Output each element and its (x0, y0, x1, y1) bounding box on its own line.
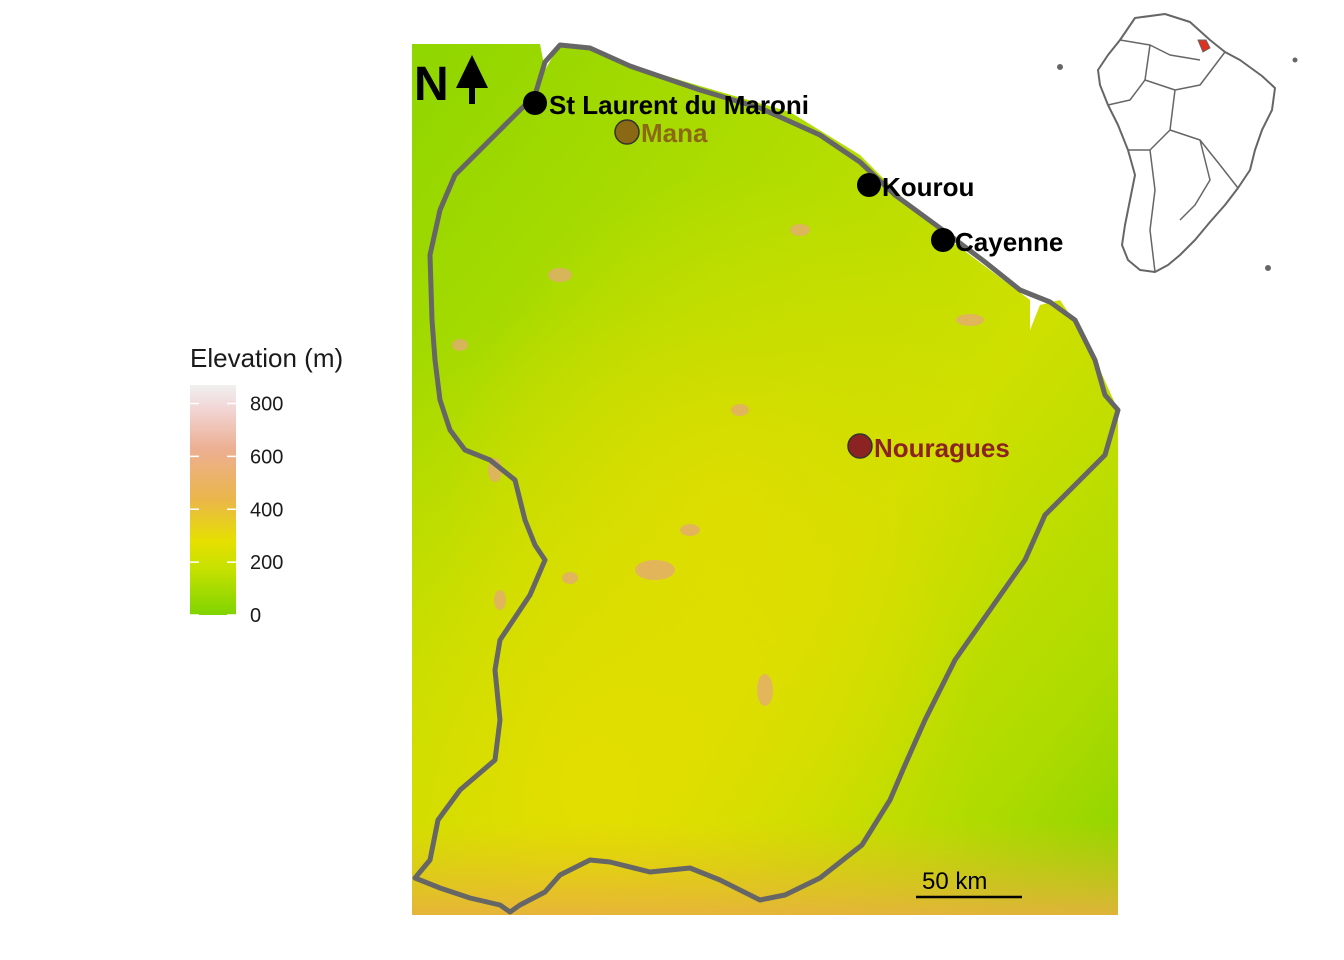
legend-colorbar (190, 385, 236, 615)
marker-st-laurent (523, 91, 547, 115)
legend-tick-label: 0 (250, 605, 261, 627)
marker-nouragues (847, 433, 873, 459)
legend-tick-label: 400 (250, 499, 283, 521)
label-mana: Mana (641, 118, 708, 148)
legend-title: Elevation (m) (190, 343, 343, 373)
marker-kourou (857, 173, 881, 197)
scale-bar: 50 km (916, 868, 1022, 899)
elevation-raster (412, 44, 1118, 915)
inset-island-1 (1057, 64, 1063, 70)
legend-tick-label: 800 (250, 394, 283, 416)
marker-cayenne (931, 228, 955, 252)
territory-border (412, 42, 1121, 915)
north-label: N (414, 58, 449, 111)
label-nouragues: Nouragues (874, 433, 1010, 463)
highland-patches (452, 224, 984, 706)
legend-tick-label: 200 (250, 552, 283, 574)
label-st-laurent: St Laurent du Maroni (549, 90, 809, 120)
inset-island-3 (1265, 265, 1271, 271)
inset-island-2 (1292, 57, 1298, 63)
elevation-legend: Elevation (m) 800 600 400 200 0 (190, 343, 343, 627)
marker-mana (614, 119, 640, 145)
north-arrow-icon (456, 55, 488, 88)
country-borders (1107, 39, 1239, 273)
label-cayenne: Cayenne (955, 227, 1063, 257)
continent-outline (1097, 13, 1276, 273)
scale-bar-label: 50 km (922, 868, 987, 895)
legend-tick-label: 600 (250, 446, 283, 468)
legend-ticks: 800 600 400 200 0 (190, 394, 283, 627)
place-markers: St Laurent du Maroni Mana Kourou Cayenne… (523, 90, 1063, 463)
inset-highlight-french-guiana (1197, 39, 1211, 53)
south-america-inset (1057, 13, 1298, 273)
label-kourou: Kourou (882, 172, 974, 202)
north-arrow: N (414, 55, 488, 111)
